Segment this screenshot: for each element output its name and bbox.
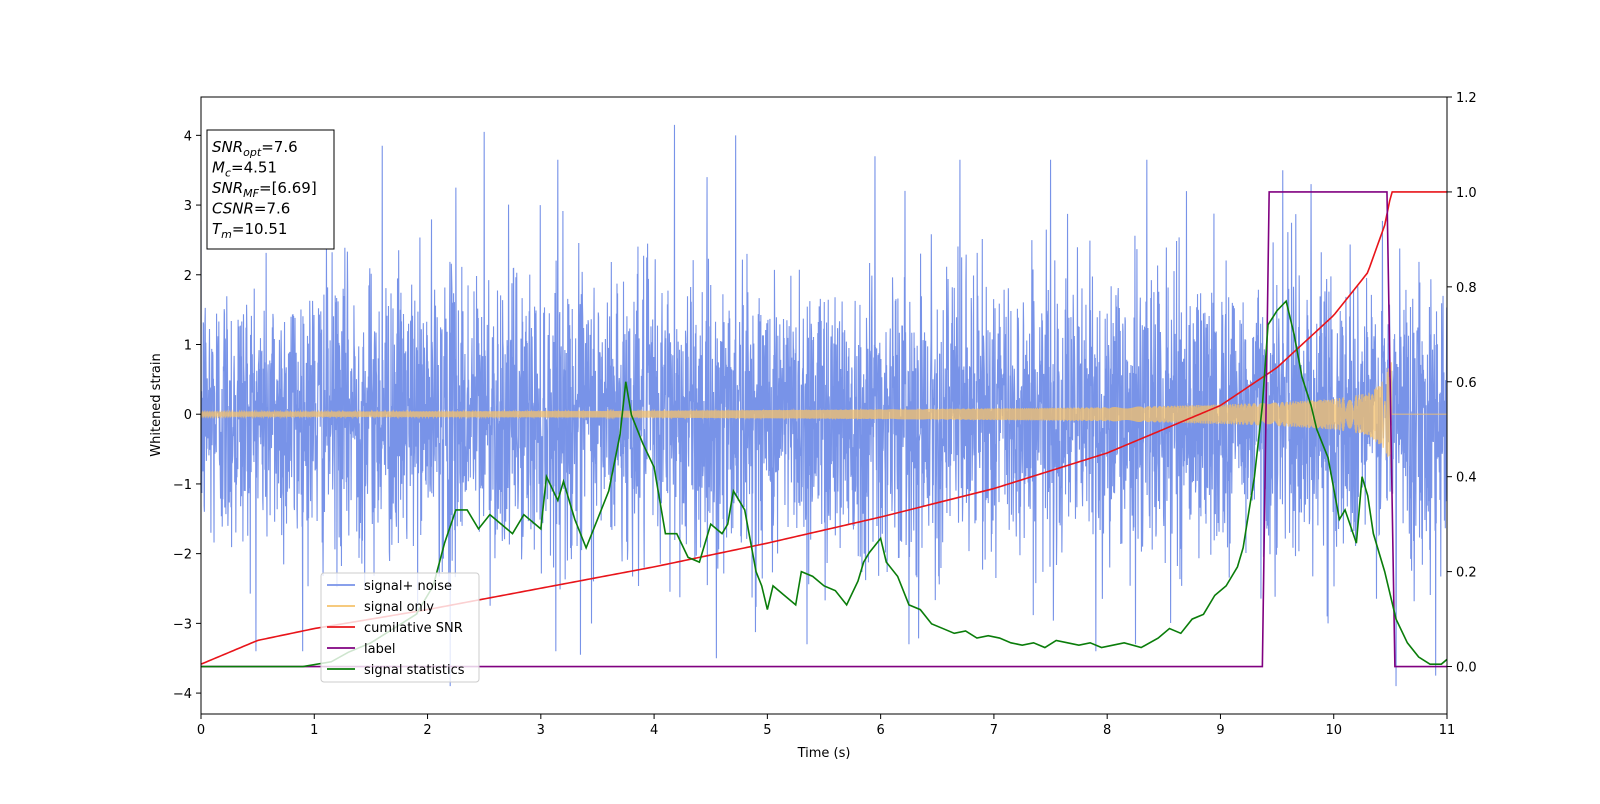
y-tick-label-left: 0 (184, 408, 192, 423)
series-signal-statistics (201, 299, 1447, 668)
legend-entry: signal statistics (364, 663, 465, 678)
x-tick-label: 5 (763, 723, 771, 738)
y-tick-label-left: 3 (184, 199, 192, 214)
x-tick-label: 0 (197, 723, 205, 738)
x-tick-label: 3 (537, 723, 545, 738)
legend: signal+ noise signal only cumilative SNR la… (320, 572, 480, 683)
y-tick-label-left: −4 (173, 687, 192, 702)
x-tick-label: 1 (310, 723, 318, 738)
y-tick-label-right: 1.2 (1456, 91, 1477, 106)
y-axis-right: 0.0 0.2 0.4 0.6 0.8 1.0 1.2 (1447, 91, 1477, 676)
series-signal-only (201, 362, 1447, 468)
y-axis-label: Whitened strain (149, 353, 164, 456)
x-tick-label: 8 (1103, 723, 1111, 738)
x-tick-label: 7 (990, 723, 998, 738)
annotation-line: CSNR=7.6 (212, 200, 290, 218)
annotation-frame (206, 129, 335, 250)
annotation-line: Mc=4.51 (212, 159, 277, 180)
y-tick-label-right: 1.0 (1456, 186, 1477, 201)
legend-entry: signal only (364, 600, 434, 615)
y-tick-label-left: 2 (184, 269, 192, 284)
annotation-line: SNRopt=7.6 (212, 138, 298, 159)
series-label (201, 191, 1447, 668)
x-tick-label: 10 (1325, 723, 1342, 738)
x-tick-label: 6 (876, 723, 884, 738)
y-tick-label-left: 4 (184, 129, 192, 144)
x-axis-label: Time (s) (797, 746, 851, 761)
legend-entry: signal+ noise (364, 579, 452, 594)
y-tick-label-right: 0.6 (1456, 376, 1477, 391)
x-tick-label: 9 (1216, 723, 1224, 738)
legend-entry: cumilative SNR (364, 621, 463, 636)
legend-entry: label (364, 642, 395, 657)
y-tick-label-right: 0.2 (1456, 566, 1477, 581)
annotation-line: SNRMF=[6.69] (212, 179, 317, 200)
plot-frame (200, 96, 1448, 715)
y-tick-label-left: −2 (173, 548, 192, 563)
x-axis: 0 1 2 3 4 5 6 7 8 9 10 11 (197, 714, 1455, 738)
y-tick-label-right: 0.0 (1456, 661, 1477, 676)
y-tick-label-left: 1 (184, 338, 192, 353)
y-tick-label-left: −3 (173, 617, 192, 632)
x-tick-label: 4 (650, 723, 658, 738)
annotation-line: Tm=10.51 (212, 220, 287, 241)
y-axis-left: −4 −3 −2 −1 0 1 2 3 4 (173, 129, 201, 702)
x-tick-label: 11 (1439, 723, 1456, 738)
legend-frame (320, 572, 480, 683)
y-tick-label-right: 0.8 (1456, 281, 1477, 296)
x-tick-label: 2 (423, 723, 431, 738)
y-tick-label-right: 0.4 (1456, 471, 1477, 486)
y-tick-label-left: −1 (173, 478, 192, 493)
